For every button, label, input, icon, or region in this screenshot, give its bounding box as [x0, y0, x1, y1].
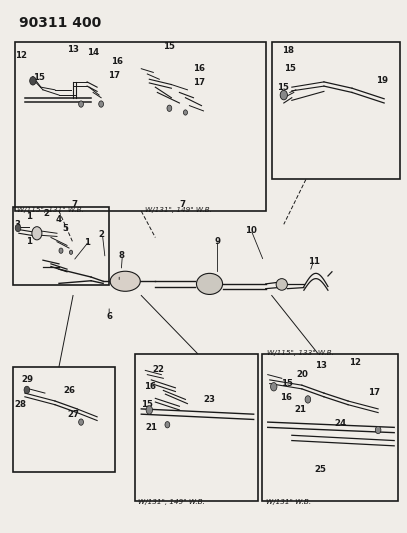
Text: 24: 24: [335, 419, 347, 428]
Bar: [13, 367, 115, 472]
Bar: [272, 42, 400, 180]
Text: 16: 16: [280, 393, 292, 402]
Text: 13: 13: [67, 45, 79, 54]
Text: 5: 5: [62, 224, 68, 233]
Text: 27: 27: [67, 410, 79, 419]
Text: 1: 1: [26, 212, 32, 221]
Text: 2: 2: [43, 209, 49, 218]
Circle shape: [305, 395, 311, 403]
Text: 2: 2: [98, 230, 104, 239]
Circle shape: [271, 383, 277, 391]
Text: 12: 12: [15, 51, 27, 60]
Text: 15: 15: [284, 64, 296, 73]
Text: 16: 16: [144, 382, 157, 391]
Text: 25: 25: [315, 465, 327, 474]
Circle shape: [99, 101, 103, 107]
Circle shape: [79, 101, 83, 107]
Bar: [262, 353, 398, 501]
Text: 20: 20: [296, 370, 308, 379]
Text: 12: 12: [349, 358, 361, 367]
Text: 26: 26: [63, 386, 75, 395]
Text: 3: 3: [14, 220, 20, 229]
Text: 19: 19: [376, 76, 388, 85]
Circle shape: [24, 386, 30, 393]
Text: 23: 23: [204, 395, 216, 404]
Text: 9: 9: [214, 237, 221, 246]
Text: 17: 17: [108, 71, 120, 80]
Circle shape: [79, 419, 83, 425]
Text: W/115", 131" W.B.: W/115", 131" W.B.: [17, 207, 84, 213]
Circle shape: [375, 426, 381, 434]
Ellipse shape: [276, 279, 287, 290]
Text: 16: 16: [193, 64, 206, 73]
Circle shape: [184, 110, 188, 115]
Circle shape: [165, 422, 170, 428]
Text: 15: 15: [164, 42, 175, 51]
Text: 1: 1: [84, 238, 90, 247]
Text: 7: 7: [116, 279, 122, 288]
Text: W/131", 149" W.B.: W/131", 149" W.B.: [138, 499, 206, 505]
Text: 21: 21: [295, 406, 306, 415]
Text: 11: 11: [308, 257, 320, 266]
Text: 7: 7: [179, 200, 186, 209]
Bar: [135, 353, 258, 501]
Text: 15: 15: [33, 73, 45, 82]
Text: 15: 15: [141, 400, 153, 409]
Text: 22: 22: [153, 365, 164, 374]
Text: 90311 400: 90311 400: [19, 16, 101, 30]
Text: 10: 10: [245, 226, 257, 235]
Text: W/131", 149" W.B.: W/131", 149" W.B.: [145, 207, 212, 213]
Text: 29: 29: [22, 375, 34, 384]
Circle shape: [70, 250, 72, 254]
Bar: [13, 207, 109, 285]
Ellipse shape: [110, 271, 140, 292]
Text: 1: 1: [26, 237, 32, 246]
Text: W/115", 133" W.B.: W/115", 133" W.B.: [267, 350, 334, 356]
Text: 18: 18: [282, 46, 294, 55]
Text: 15: 15: [281, 379, 293, 388]
Text: 8: 8: [118, 252, 124, 261]
Text: W/131" W.B.: W/131" W.B.: [266, 499, 311, 505]
Circle shape: [15, 224, 21, 232]
Text: 28: 28: [15, 400, 27, 409]
Ellipse shape: [32, 227, 42, 240]
Text: 21: 21: [145, 423, 158, 432]
Text: 17: 17: [368, 387, 380, 397]
Text: 7: 7: [71, 200, 77, 209]
Text: 16: 16: [111, 58, 123, 66]
Text: 17: 17: [193, 78, 205, 87]
Circle shape: [146, 406, 153, 414]
Circle shape: [59, 248, 63, 253]
Text: 15: 15: [277, 83, 289, 92]
Circle shape: [167, 105, 172, 111]
Text: 4: 4: [55, 214, 61, 223]
Circle shape: [280, 90, 287, 100]
Text: 13: 13: [315, 361, 327, 370]
Ellipse shape: [197, 273, 223, 294]
Circle shape: [30, 77, 36, 85]
Text: 14: 14: [87, 49, 99, 58]
Bar: [15, 42, 266, 211]
Text: 6: 6: [106, 312, 112, 321]
